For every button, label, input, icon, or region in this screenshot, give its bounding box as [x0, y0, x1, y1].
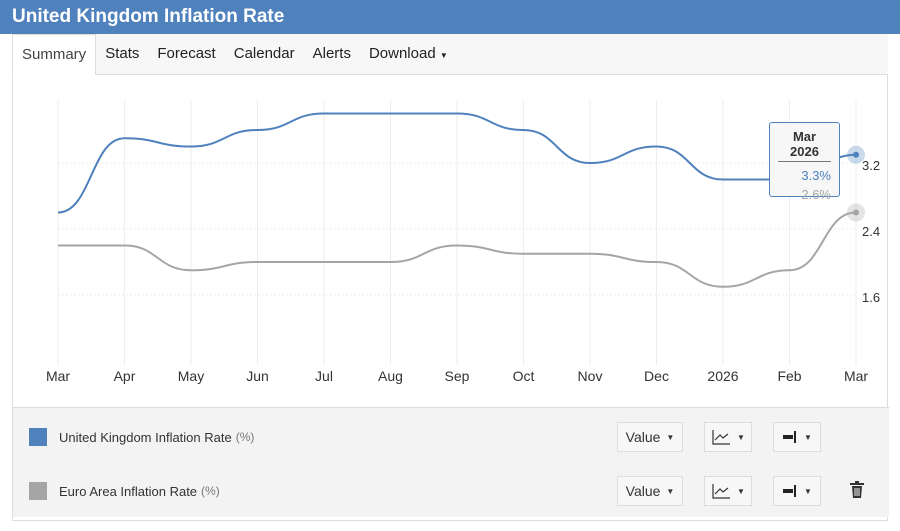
line-chart-icon [712, 430, 731, 445]
line-chart: Mar Apr May Jun Jul Aug Sep Oct Nov Dec 2026 Feb Mar… [46, 100, 880, 384]
value-label: Value [625, 483, 661, 499]
x-tick-label: Jul [315, 368, 333, 384]
line-chart-icon [712, 484, 731, 499]
series-color-swatch[interactable] [29, 482, 47, 500]
x-tick-label: 2026 [707, 368, 738, 384]
x-tick-label: Feb [777, 368, 801, 384]
x-tick-label: May [178, 368, 204, 384]
caret-down-icon: ▼ [666, 432, 675, 442]
x-tick-label: Mar [844, 368, 868, 384]
trash-icon[interactable] [850, 481, 864, 499]
caret-down-icon: ▼ [804, 432, 812, 442]
series-name: Euro Area Inflation Rate [59, 483, 198, 499]
series-legend: United Kingdom Inflation Rate (%) Value ▼ … [13, 407, 889, 517]
value-label: Value [625, 429, 661, 445]
caret-down-icon: ▼ [439, 51, 448, 60]
axis-dropdown[interactable]: ▼ [773, 422, 821, 452]
tooltip-ea-value: 2.6% [801, 187, 831, 202]
chart-type-dropdown[interactable]: ▼ [704, 422, 752, 452]
data-point [853, 151, 859, 158]
tab-alerts[interactable]: Alerts [312, 45, 351, 62]
x-tick-label: Dec [644, 368, 669, 384]
tooltip-date: Mar 2026 [778, 129, 831, 162]
x-tick-label: Nov [578, 368, 603, 384]
tab-forecast[interactable]: Forecast [157, 45, 216, 62]
chart-frame [12, 75, 888, 521]
x-tick-label: Apr [114, 368, 136, 384]
x-tick-label: Jun [246, 368, 269, 384]
x-tick-label: Sep [445, 368, 470, 384]
axis-dropdown[interactable]: ▼ [773, 476, 821, 506]
x-tick-label: Mar [46, 368, 70, 384]
tab-calendar[interactable]: Calendar [233, 45, 295, 62]
series-unit: (%) [235, 430, 255, 444]
y-tick-label: 2.4 [862, 224, 880, 239]
tab-bar: Summary Stats Forecast Calendar Alerts D… [12, 34, 888, 75]
axis-icon [783, 431, 797, 443]
tab-summary[interactable]: Summary [12, 34, 97, 75]
series-color-swatch[interactable] [29, 428, 47, 446]
series-line-uk [57, 112, 857, 214]
legend-row-ea: Euro Area Inflation Rate (%) Value ▼ ▼ ▼ [13, 464, 889, 518]
chart-tooltip: Mar 2026 3.3% 2.6% [769, 122, 840, 202]
y-tick-label: 3.2 [862, 158, 880, 173]
series-line-ea [57, 211, 857, 288]
caret-down-icon: ▼ [737, 432, 745, 442]
caret-down-icon: ▼ [737, 486, 745, 496]
x-tick-label: Oct [513, 368, 535, 384]
data-point [853, 209, 859, 216]
value-dropdown[interactable]: Value ▼ [617, 476, 683, 506]
page-title: United Kingdom Inflation Rate [0, 0, 900, 34]
tab-download-label: Download [368, 45, 436, 62]
axis-icon [783, 485, 797, 497]
caret-down-icon: ▼ [666, 486, 675, 496]
legend-row-uk: United Kingdom Inflation Rate (%) Value ▼ … [13, 410, 889, 464]
tooltip-uk-value: 3.3% [801, 168, 831, 183]
value-dropdown[interactable]: Value ▼ [617, 422, 683, 452]
chart-type-dropdown[interactable]: ▼ [704, 476, 752, 506]
series-name: United Kingdom Inflation Rate [59, 429, 232, 445]
x-tick-label: Aug [378, 368, 403, 384]
y-tick-label: 1.6 [862, 290, 880, 305]
tab-download[interactable]: Download ▼ [360, 34, 457, 74]
series-unit: (%) [201, 484, 220, 498]
caret-down-icon: ▼ [804, 486, 812, 496]
tab-stats[interactable]: Stats [105, 45, 140, 62]
